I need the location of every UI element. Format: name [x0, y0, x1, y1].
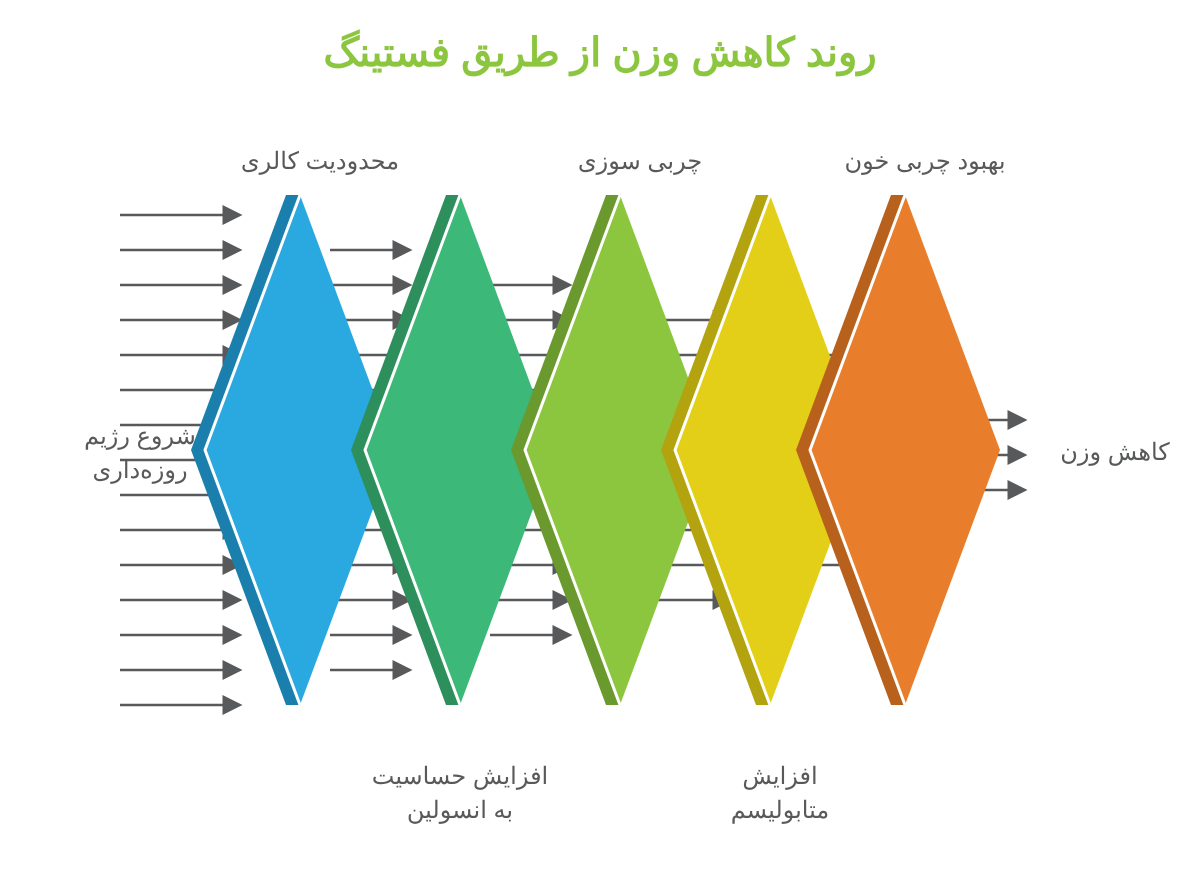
layer-diamond [796, 195, 1000, 705]
layer-label-top-4: بهبود چربی خون [815, 145, 1035, 179]
input-label: شروع رژیم روزه‌داری [70, 420, 210, 487]
output-label: کاهش وزن [1040, 436, 1190, 470]
layer-label-top-2: چربی سوزی [540, 145, 740, 179]
page-title: روند کاهش وزن از طریق فستینگ [0, 30, 1200, 76]
layer-label-top-0: محدودیت کالری [220, 145, 420, 179]
diagram-container: روند کاهش وزن از طریق فستینگ شروع رژیم ر… [0, 0, 1200, 885]
layer-label-bottom-1: افزایش حساسیت به انسولین [350, 760, 570, 827]
layer-label-bottom-3: افزایش متابولیسم [680, 760, 880, 827]
diamonds-group [191, 195, 1000, 705]
